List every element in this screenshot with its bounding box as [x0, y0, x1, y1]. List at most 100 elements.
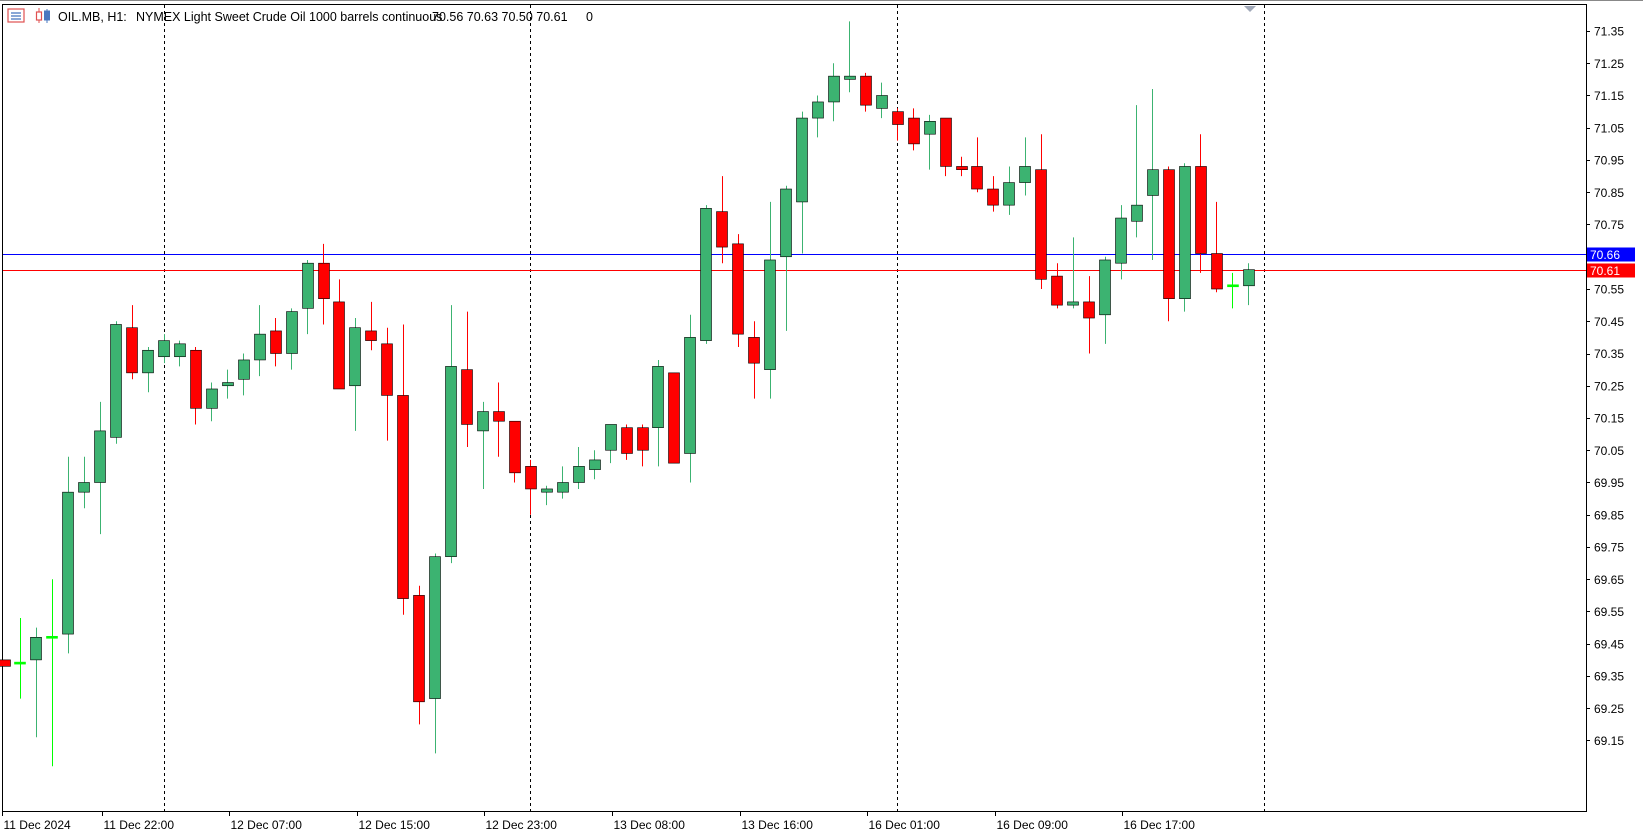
candle[interactable]: [908, 108, 920, 151]
candle[interactable]: [397, 324, 409, 615]
candle-body: [652, 366, 664, 428]
candle[interactable]: [1067, 237, 1079, 309]
candle[interactable]: [924, 114, 936, 170]
candle[interactable]: [860, 72, 872, 112]
candle[interactable]: [206, 382, 218, 422]
candle[interactable]: [94, 401, 106, 535]
candle[interactable]: [1035, 134, 1047, 289]
candle[interactable]: [1083, 276, 1095, 354]
candle[interactable]: [541, 485, 553, 506]
candle-body: [1003, 182, 1015, 206]
candle[interactable]: [30, 627, 42, 738]
candle[interactable]: [1051, 263, 1063, 309]
candle[interactable]: [700, 205, 712, 344]
candle[interactable]: [333, 279, 345, 390]
candle[interactable]: [971, 137, 983, 193]
candle[interactable]: [413, 585, 425, 725]
candle[interactable]: [621, 424, 633, 460]
candle[interactable]: [892, 108, 904, 141]
candle[interactable]: [589, 450, 601, 480]
candle[interactable]: [110, 321, 122, 444]
candle[interactable]: [174, 340, 186, 367]
candle[interactable]: [493, 382, 505, 457]
candle[interactable]: [126, 305, 138, 380]
candle[interactable]: [780, 185, 792, 331]
x-tick-label: 12 Dec 23:00: [486, 818, 558, 832]
candle[interactable]: [46, 579, 58, 767]
candle[interactable]: [14, 617, 26, 699]
chart-shift-marker-icon[interactable]: [1244, 6, 1256, 12]
candle[interactable]: [238, 353, 250, 396]
candle[interactable]: [668, 372, 680, 464]
x-tick-label: 16 Dec 01:00: [869, 818, 941, 832]
candle[interactable]: [1019, 137, 1031, 196]
candle[interactable]: [716, 176, 728, 264]
candle[interactable]: [1147, 89, 1159, 260]
candle[interactable]: [1099, 256, 1111, 344]
candle[interactable]: [764, 201, 776, 399]
candle[interactable]: [222, 369, 234, 399]
candle[interactable]: [748, 321, 760, 399]
y-tick-label: 69.95: [1594, 476, 1624, 490]
chart-properties-icon[interactable]: [7, 8, 25, 23]
candles-icon[interactable]: [35, 8, 50, 23]
candle[interactable]: [637, 424, 649, 467]
candle[interactable]: [445, 305, 457, 564]
candle-body: [987, 188, 999, 206]
candle[interactable]: [1163, 166, 1175, 322]
candle[interactable]: [158, 334, 170, 364]
candle[interactable]: [381, 327, 393, 441]
candle[interactable]: [956, 156, 968, 177]
candle[interactable]: [557, 466, 569, 499]
candle-body: [397, 395, 409, 599]
candle[interactable]: [605, 424, 617, 464]
candle-body: [222, 382, 234, 387]
candle[interactable]: [876, 82, 888, 119]
candle[interactable]: [429, 553, 441, 754]
candle[interactable]: [142, 347, 154, 393]
candle[interactable]: [1131, 105, 1143, 238]
x-tick-label: 13 Dec 08:00: [614, 818, 686, 832]
candle-body: [1179, 166, 1191, 299]
candle[interactable]: [1211, 201, 1223, 293]
candle[interactable]: [684, 314, 696, 483]
candle[interactable]: [1003, 166, 1015, 215]
candle[interactable]: [1243, 263, 1255, 306]
candle[interactable]: [318, 243, 330, 325]
candle[interactable]: [732, 234, 744, 348]
candle[interactable]: [987, 176, 999, 212]
candle[interactable]: [62, 456, 74, 654]
candle[interactable]: [940, 117, 952, 177]
candle[interactable]: [844, 21, 856, 93]
candle[interactable]: [461, 311, 473, 448]
candle[interactable]: [1179, 163, 1191, 312]
candle[interactable]: [828, 63, 840, 122]
candle[interactable]: [286, 308, 298, 370]
candle-body: [238, 359, 250, 380]
y-tick-label: 69.75: [1594, 541, 1624, 555]
candle-body: [142, 349, 154, 374]
candle[interactable]: [0, 659, 11, 667]
candle[interactable]: [190, 347, 202, 425]
candle[interactable]: [254, 305, 266, 377]
candle[interactable]: [812, 95, 824, 138]
candle[interactable]: [78, 456, 90, 509]
candle[interactable]: [477, 401, 489, 489]
candle[interactable]: [573, 447, 585, 489]
candle-body: [716, 211, 728, 248]
candle[interactable]: [1195, 134, 1207, 273]
candle[interactable]: [525, 459, 537, 515]
candle[interactable]: [270, 318, 282, 367]
candle[interactable]: [509, 420, 521, 483]
instrument-description: NYMEX Light Sweet Crude Oil 1000 barrels…: [136, 10, 442, 24]
candle[interactable]: [302, 259, 314, 335]
candle[interactable]: [1115, 205, 1127, 280]
candle-body: [956, 166, 968, 170]
candle[interactable]: [1227, 272, 1239, 309]
candle[interactable]: [652, 359, 664, 467]
candle[interactable]: [796, 111, 808, 254]
candle[interactable]: [365, 301, 377, 351]
candle[interactable]: [349, 318, 361, 431]
